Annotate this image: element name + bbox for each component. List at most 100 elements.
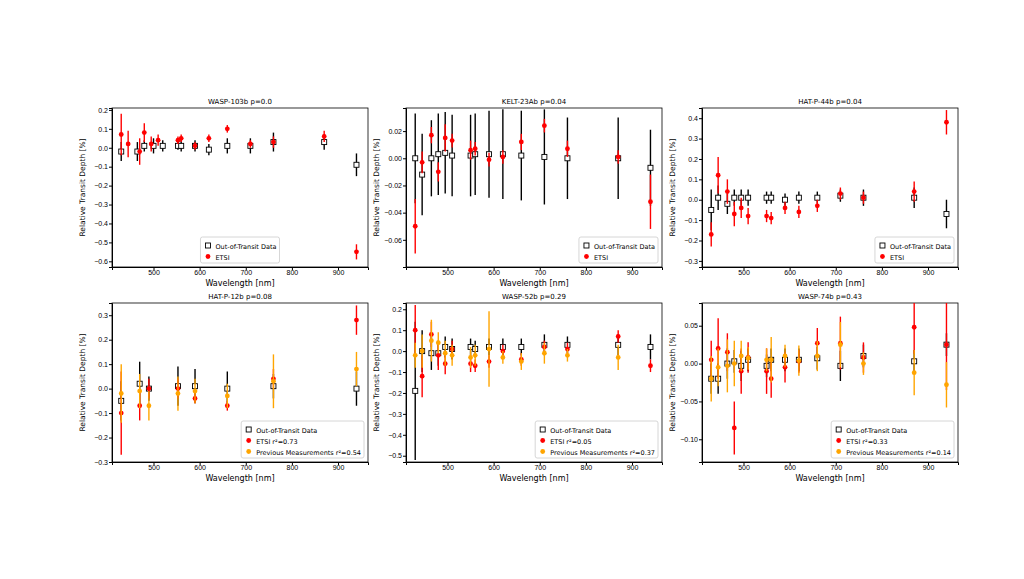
marker	[142, 130, 147, 135]
y-tick: −0.02	[384, 182, 406, 189]
legend-item: ETSI	[880, 254, 904, 262]
y-tick-mark	[109, 148, 112, 149]
y-axis: −0.10−0.050.000.05	[680, 304, 702, 463]
y-tick: 0.0	[392, 348, 406, 355]
y-tick: 0.0	[688, 196, 702, 203]
x-tick: 700	[830, 267, 842, 276]
marker	[137, 149, 142, 154]
x-tick: 900	[333, 462, 345, 471]
error-bar	[488, 111, 489, 198]
marker	[732, 212, 737, 217]
marker	[709, 376, 714, 381]
series	[413, 119, 653, 254]
x-tick-label: 600	[194, 269, 206, 276]
y-tick: 0.2	[688, 156, 702, 163]
x-tick-label: 500	[148, 269, 160, 276]
y-tick-mark	[403, 351, 406, 352]
y-tick-mark	[109, 389, 112, 390]
marker	[739, 354, 744, 359]
y-tick: 0.2	[392, 306, 406, 313]
marker	[354, 162, 359, 167]
marker	[519, 153, 524, 158]
legend-item: ETSI r²=0.33	[836, 438, 887, 446]
x-tick: 600	[194, 267, 206, 276]
title: WASP-103b p=0.0	[208, 98, 272, 106]
marker	[119, 132, 124, 137]
marker	[944, 382, 949, 387]
marker	[126, 142, 131, 147]
legend: Out-of-Transit DataETSI	[875, 237, 954, 263]
series	[119, 352, 359, 423]
y-tick: −0.2	[684, 237, 702, 244]
x-tick-label: 800	[287, 269, 299, 276]
legend-marker	[836, 449, 841, 454]
panel: 500600700800900−0.6−0.5−0.4−0.3−0.2−0.10…	[78, 98, 369, 288]
legend-marker	[836, 427, 841, 432]
x-axis-title: Wavelength [nm]	[499, 279, 568, 288]
legend-item: ETSI	[584, 254, 608, 262]
y-tick-label: 0.1	[98, 126, 108, 133]
y-tick-label: −0.05	[680, 398, 698, 405]
marker	[413, 156, 418, 161]
marker	[709, 207, 714, 212]
legend-label: ETSI	[594, 254, 608, 262]
y-tick-mark	[403, 393, 406, 394]
y-axis-title: Relative Transit Depth [%]	[372, 333, 381, 431]
marker	[716, 365, 721, 370]
y-tick-label: 0.00	[684, 360, 698, 367]
marker	[648, 363, 653, 368]
y-tick-label: −0.1	[684, 217, 698, 224]
y-tick-mark	[403, 372, 406, 373]
x-tick-label: 500	[738, 269, 750, 276]
y-axis-line	[403, 109, 407, 268]
legend-label: ETSI	[215, 254, 229, 262]
marker	[944, 342, 949, 347]
y-tick-mark	[699, 326, 702, 327]
y-tick-label: 0.1	[392, 327, 402, 334]
legend: Out-of-Transit DataETSI r²=0.05Previous …	[535, 421, 658, 458]
marker	[815, 195, 820, 200]
marker	[716, 195, 721, 200]
y-tick: −0.3	[388, 411, 406, 418]
marker	[912, 370, 917, 375]
legend-label: Previous Measurements r²=0.14	[846, 449, 951, 457]
y-axis-line	[699, 304, 703, 463]
marker	[468, 355, 473, 360]
x-tick: 900	[923, 267, 935, 276]
series	[709, 185, 949, 230]
title: KELT-23Ab p=0.04	[502, 98, 567, 106]
y-tick-label: −0.3	[684, 258, 698, 265]
x-tick: 900	[627, 462, 639, 471]
marker	[732, 426, 737, 431]
y-tick-label: 0.3	[688, 135, 698, 142]
x-tick-label: 700	[830, 269, 842, 276]
y-tick-label: −0.3	[94, 459, 108, 466]
legend-box	[875, 237, 954, 263]
legend-box	[831, 421, 954, 458]
x-tick: 800	[877, 267, 889, 276]
y-tick-mark	[699, 139, 702, 140]
x-tick-label: 500	[738, 464, 750, 471]
y-tick-mark	[109, 129, 112, 130]
marker	[450, 153, 455, 158]
marker	[354, 318, 359, 323]
marker	[783, 205, 788, 210]
marker	[450, 138, 455, 143]
error-bar	[470, 115, 471, 197]
y-tick-mark	[109, 223, 112, 224]
y-tick-label: 0.0	[98, 385, 108, 392]
x-tick: 700	[534, 462, 546, 471]
x-tick-label: 800	[287, 464, 299, 471]
marker	[815, 354, 820, 359]
y-tick: −0.4	[94, 220, 112, 227]
y-tick-mark	[699, 220, 702, 221]
marker	[413, 353, 418, 358]
y-tick: −0.06	[384, 237, 406, 244]
marker	[746, 356, 751, 361]
y-tick-label: 0.05	[684, 322, 698, 329]
marker	[443, 135, 448, 140]
marker	[225, 394, 230, 399]
y-axis-title: Relative Transit Depth [%]	[668, 333, 677, 431]
y-tick: −0.4	[388, 432, 406, 439]
marker	[709, 232, 714, 237]
